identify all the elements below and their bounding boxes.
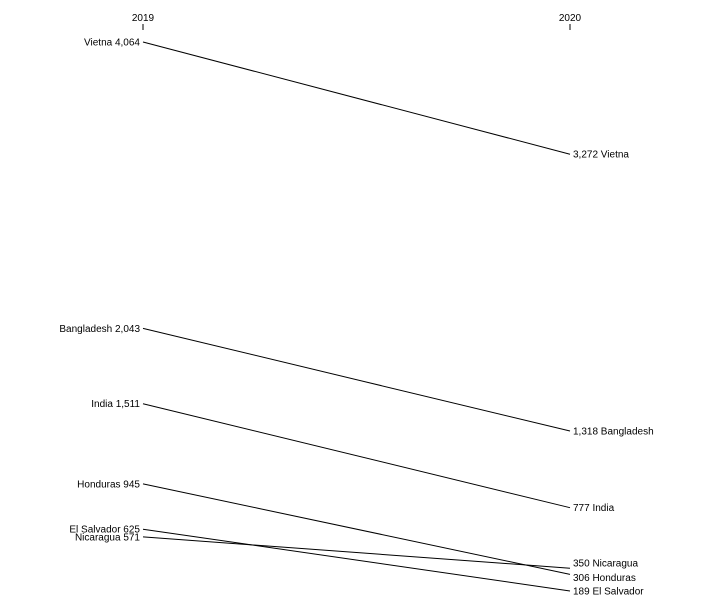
axis-layer: 2019 2020 (132, 13, 582, 30)
label-2020-bangladesh: 1,318 Bangladesh (573, 427, 654, 438)
slope-line-honduras (142, 483, 571, 575)
slope-line-bangladesh (142, 327, 571, 432)
label-2020-vietna: 3,272 Vietna (573, 150, 629, 161)
label-2019-nicaragua: Nicaragua 571 (75, 532, 140, 543)
label-2020-india: 777 India (573, 503, 615, 514)
label-2019-india: India 1,511 (91, 399, 140, 410)
x-axis-label-2019: 2019 (132, 13, 155, 24)
slope-line-vietna (142, 41, 571, 155)
series-labels: Vietna 4,064 3,272 Vietna Bangladesh 2,043… (59, 38, 653, 598)
slope-line-el-salvador (142, 528, 571, 592)
slope-line-india (142, 403, 571, 509)
label-2020-el-salvador: 189 El Salvador (573, 587, 644, 598)
label-2020-nicaragua: 350 Nicaragua (573, 559, 638, 570)
label-2019-vietna: Vietna 4,064 (84, 38, 140, 49)
label-2019-el-salvador: El Salvador 625 (69, 525, 140, 536)
slope-line-nicaragua (142, 536, 571, 569)
label-2019-bangladesh: Bangladesh 2,043 (59, 324, 140, 335)
x-axis-label-2020: 2020 (559, 13, 582, 24)
series-lines (142, 41, 571, 592)
label-2020-honduras: 306 Honduras (573, 573, 636, 584)
label-2019-honduras: Honduras 945 (77, 479, 140, 490)
